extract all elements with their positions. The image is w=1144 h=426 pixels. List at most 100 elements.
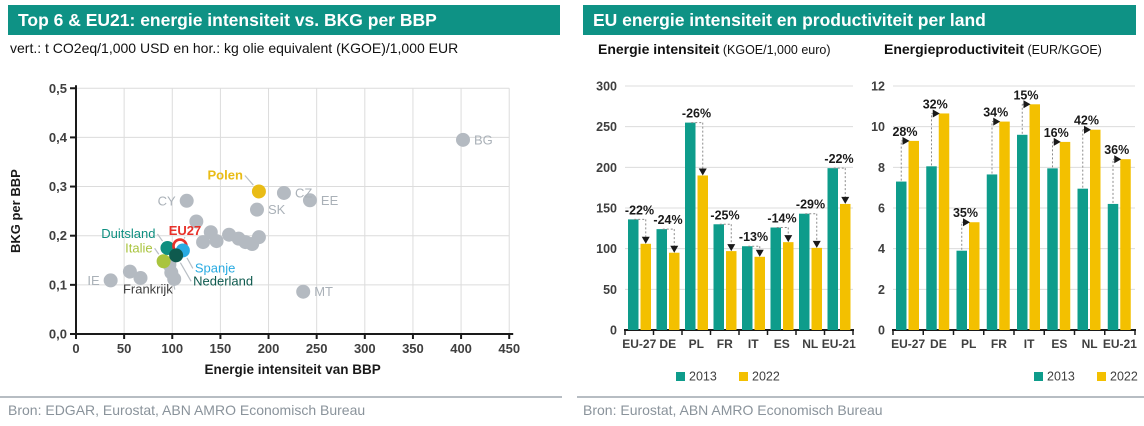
svg-text:2022: 2022 (752, 370, 780, 384)
svg-text:-24%: -24% (653, 213, 682, 227)
svg-text:-22%: -22% (824, 152, 853, 166)
svg-text:EU-27: EU-27 (622, 337, 656, 351)
svg-text:16%: 16% (1044, 126, 1069, 140)
svg-text:Spanje: Spanje (195, 260, 235, 275)
svg-text:0: 0 (610, 324, 617, 338)
bar-chart-productivity-subtitle: Energieproductiviteit (EUR/KGOE) (884, 41, 1102, 57)
svg-text:150: 150 (210, 341, 232, 356)
svg-text:0,0: 0,0 (49, 327, 67, 342)
right-panel-title: EU energie intensiteit en productiviteit… (583, 5, 1136, 35)
svg-text:BKG per BBP: BKG per BBP (8, 169, 23, 253)
bar-change-annotations: -22%-24%-26%-25%-13%-14%-29%-22% (625, 107, 854, 257)
svg-text:FR: FR (717, 337, 733, 351)
svg-text:Polen: Polen (208, 167, 243, 182)
svg-text:-29%: -29% (796, 198, 825, 212)
svg-text:6: 6 (878, 202, 885, 216)
svg-text:12: 12 (871, 80, 885, 94)
svg-text:EU27: EU27 (169, 223, 202, 238)
svg-text:Frankrijk: Frankrijk (123, 282, 173, 297)
svg-text:NL: NL (1082, 337, 1098, 351)
svg-text:EU-27: EU-27 (891, 337, 925, 351)
svg-text:Nederland: Nederland (193, 273, 253, 288)
scatter-grid (76, 87, 510, 334)
svg-text:CY: CY (158, 193, 176, 208)
svg-text:36%: 36% (1104, 143, 1129, 157)
right-source-text: Bron: Eurostat, ABN AMRO Economisch Bure… (583, 402, 883, 418)
svg-text:2013: 2013 (1047, 370, 1075, 384)
svg-text:-26%: -26% (682, 107, 711, 121)
svg-text:10: 10 (871, 120, 885, 134)
bar-chart-productivity-unit: (EUR/KGOE) (1027, 43, 1102, 57)
bar-chart-productivity-title: Energieproductiviteit (884, 41, 1025, 57)
left-source-text: Bron: EDGAR, Eurostat, ABN AMRO Economis… (8, 402, 366, 418)
svg-text:Energie intensiteit van BBP: Energie intensiteit van BBP (204, 362, 380, 377)
svg-text:200: 200 (258, 341, 280, 356)
svg-text:100: 100 (596, 242, 617, 256)
scatter-points (103, 132, 471, 299)
svg-text:ES: ES (774, 337, 790, 351)
bar-legend: 2013 2022 (676, 370, 780, 384)
scatter-axes: 0,0 0,1 0,2 0,3 0,4 0,5 0 50 100 150 200 250 300 350 4… (8, 81, 520, 377)
svg-text:2022: 2022 (1110, 370, 1138, 384)
svg-text:BG: BG (474, 132, 493, 147)
scatter-chart: 0,0 0,1 0,2 0,3 0,4 0,5 0 50 100 150 200 250 300 350 4… (8, 81, 520, 377)
svg-text:0: 0 (72, 341, 79, 356)
svg-text:EU-21: EU-21 (822, 337, 856, 351)
svg-text:0,4: 0,4 (49, 130, 68, 145)
svg-text:NL: NL (802, 337, 818, 351)
svg-text:350: 350 (402, 341, 424, 356)
svg-text:8: 8 (878, 161, 885, 175)
bar-chart-intensity-subtitle: Energie intensiteit (KGOE/1,000 euro) (598, 41, 831, 57)
svg-text:250: 250 (306, 341, 328, 356)
svg-text:MT: MT (314, 284, 333, 299)
svg-text:2013: 2013 (689, 370, 717, 384)
bar-chart-intensity-unit: (KGOE/1,000 euro) (722, 43, 831, 57)
svg-text:DE: DE (930, 337, 947, 351)
svg-text:CZ: CZ (295, 185, 312, 200)
svg-text:0,1: 0,1 (49, 277, 67, 292)
svg-text:2: 2 (878, 283, 885, 297)
svg-text:0,2: 0,2 (49, 228, 67, 243)
svg-text:32%: 32% (923, 97, 948, 111)
svg-text:-25%: -25% (710, 208, 739, 222)
svg-text:150: 150 (596, 202, 617, 216)
svg-text:SK: SK (268, 202, 286, 217)
left-source-divider (0, 396, 562, 398)
svg-text:35%: 35% (953, 206, 978, 220)
svg-text:IE: IE (87, 273, 100, 288)
bar-change-annotations: 28% 32% 35% 34% 15% 16% 42% 36% (892, 88, 1129, 250)
svg-text:Duitsland: Duitsland (101, 226, 155, 241)
svg-text:FR: FR (991, 337, 1007, 351)
svg-text:250: 250 (596, 120, 617, 134)
svg-text:EE: EE (321, 193, 339, 208)
svg-text:DE: DE (659, 337, 676, 351)
svg-text:-13%: -13% (739, 230, 768, 244)
svg-text:0,5: 0,5 (49, 81, 67, 96)
bar-chart-energy-intensity: 050100150200250300-22%-24%-26%-25%-13%-1… (596, 80, 856, 384)
bar-chart-energy-productivity: 0 2 4 6 8 10 12 28% 32% 35% 34% 15% 16% 42% 36% EU-27 DE… (871, 80, 1138, 384)
svg-text:34%: 34% (983, 106, 1008, 120)
svg-text:IT: IT (748, 337, 759, 351)
svg-text:200: 200 (596, 161, 617, 175)
svg-text:ES: ES (1051, 337, 1067, 351)
bar-series (896, 104, 1131, 330)
svg-text:PL: PL (961, 337, 976, 351)
bar-series (628, 122, 851, 330)
bar-chart-intensity-title: Energie intensiteit (598, 41, 720, 57)
bar-category-labels: EU-27 DE PL FR IT ES NL EU-21 (622, 337, 856, 351)
svg-text:300: 300 (354, 341, 376, 356)
svg-text:50: 50 (117, 341, 131, 356)
svg-text:28%: 28% (892, 125, 917, 139)
svg-text:300: 300 (596, 80, 617, 94)
svg-text:100: 100 (161, 341, 183, 356)
svg-text:IT: IT (1024, 337, 1035, 351)
svg-text:-14%: -14% (767, 212, 796, 226)
svg-text:400: 400 (450, 341, 472, 356)
svg-text:0: 0 (878, 324, 885, 338)
svg-text:0,3: 0,3 (49, 179, 67, 194)
svg-text:-22%: -22% (625, 203, 654, 217)
left-panel-subtitle: vert.: t CO2eq/1,000 USD en hor.: kg oli… (10, 40, 459, 56)
svg-text:4: 4 (878, 242, 885, 256)
svg-text:PL: PL (689, 337, 704, 351)
